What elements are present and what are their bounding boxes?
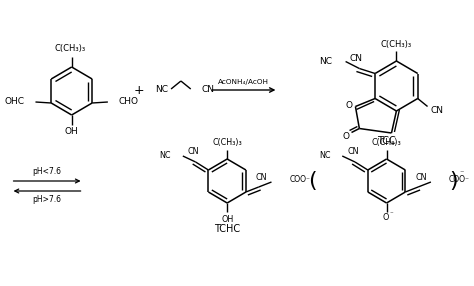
Text: CN: CN [188,148,200,156]
Text: CN: CN [415,174,427,182]
Text: O: O [345,101,352,110]
Text: ): ) [449,171,458,191]
Text: CN: CN [347,148,359,156]
Text: +: + [133,84,144,96]
Text: TCC: TCC [377,136,396,146]
Text: AcONH₄/AcOH: AcONH₄/AcOH [219,79,269,85]
Text: ⁻: ⁻ [459,168,464,178]
Text: CN: CN [201,86,215,94]
Text: O: O [383,214,389,223]
Text: C(CH₃)₃: C(CH₃)₃ [54,45,85,53]
Text: O: O [342,132,349,141]
Text: CN: CN [256,174,267,182]
Text: COO⁻: COO⁻ [448,174,470,184]
Text: NC: NC [160,152,171,160]
Text: C(CH₃)₃: C(CH₃)₃ [372,138,401,148]
Text: (: ( [309,171,317,191]
Text: NC: NC [319,57,332,66]
Text: pH>7.6: pH>7.6 [33,196,62,204]
Text: C(CH₃)₃: C(CH₃)₃ [381,39,412,49]
Text: CN: CN [350,54,363,63]
Text: CHO: CHO [118,98,139,106]
Text: OHC: OHC [5,98,25,106]
Text: NC: NC [155,86,168,94]
Text: NC: NC [319,152,330,160]
Text: pH<7.6: pH<7.6 [33,168,62,176]
Text: OH: OH [65,128,79,136]
Text: C(CH₃)₃: C(CH₃)₃ [212,138,242,148]
Text: COO⁻: COO⁻ [289,174,310,184]
Text: OH: OH [221,214,233,223]
Text: CN: CN [431,106,444,115]
Text: ⁻: ⁻ [390,211,393,217]
Text: TCHC: TCHC [214,224,240,234]
